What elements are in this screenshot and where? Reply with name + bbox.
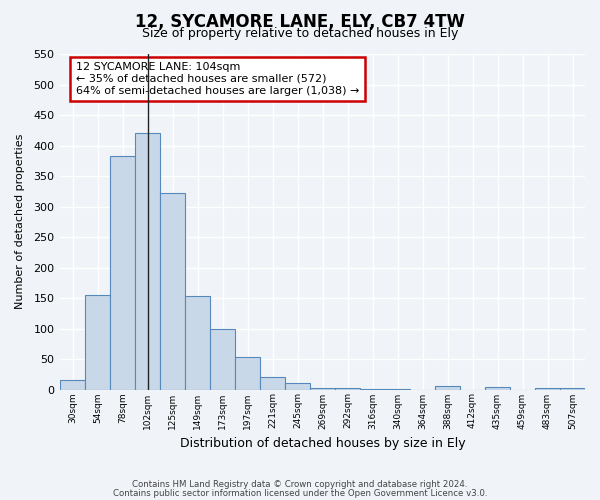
- Text: Contains public sector information licensed under the Open Government Licence v3: Contains public sector information licen…: [113, 488, 487, 498]
- Bar: [385, 389, 410, 390]
- Bar: [435, 386, 460, 390]
- Bar: [160, 193, 185, 390]
- Bar: [60, 380, 85, 390]
- Bar: [535, 388, 560, 390]
- Bar: [360, 389, 385, 390]
- Bar: [560, 388, 585, 390]
- Bar: [285, 384, 310, 390]
- Text: Size of property relative to detached houses in Ely: Size of property relative to detached ho…: [142, 28, 458, 40]
- Bar: [85, 295, 110, 390]
- Bar: [485, 387, 510, 390]
- Bar: [335, 388, 360, 390]
- Bar: [135, 134, 160, 390]
- Bar: [310, 388, 335, 390]
- Text: 12 SYCAMORE LANE: 104sqm
← 35% of detached houses are smaller (572)
64% of semi-: 12 SYCAMORE LANE: 104sqm ← 35% of detach…: [76, 62, 359, 96]
- X-axis label: Distribution of detached houses by size in Ely: Distribution of detached houses by size …: [179, 437, 466, 450]
- Y-axis label: Number of detached properties: Number of detached properties: [15, 134, 25, 310]
- Bar: [210, 328, 235, 390]
- Bar: [185, 296, 210, 390]
- Text: 12, SYCAMORE LANE, ELY, CB7 4TW: 12, SYCAMORE LANE, ELY, CB7 4TW: [135, 12, 465, 30]
- Bar: [110, 156, 135, 390]
- Text: Contains HM Land Registry data © Crown copyright and database right 2024.: Contains HM Land Registry data © Crown c…: [132, 480, 468, 489]
- Bar: [260, 378, 285, 390]
- Bar: [235, 356, 260, 390]
